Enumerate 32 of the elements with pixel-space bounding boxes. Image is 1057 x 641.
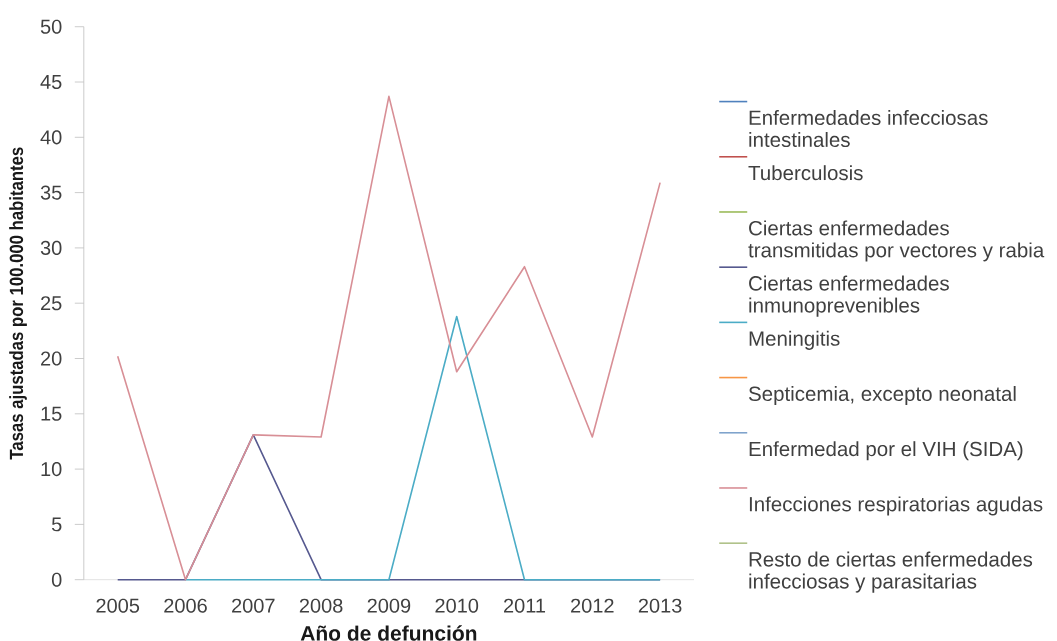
x-tick-label: 2010 <box>435 598 479 613</box>
x-tick-label: 2011 <box>504 598 546 613</box>
y-tick-label: 5 <box>51 517 62 532</box>
y-axis-title: Tasas ajustadas por 100.000 habitantes <box>9 147 27 460</box>
line-series <box>116 95 661 581</box>
legend-label: Septicemia, excepto neonatal <box>748 385 1016 406</box>
y-tick-label: 10 <box>41 462 62 477</box>
x-tick-label: 2009 <box>367 598 411 613</box>
x-tick-label: 2007 <box>232 598 275 613</box>
y-tick-label: 25 <box>41 296 62 311</box>
x-tick-label: 2012 <box>571 598 614 613</box>
y-tick-label: 50 <box>40 19 62 34</box>
y-tick-label: 40 <box>40 130 62 145</box>
legend-label: Ciertas enfermedades transmitidas por vectores y rabia <box>748 220 1045 262</box>
x-tick-label: 2013 <box>638 598 682 613</box>
y-tick-label: 45 <box>40 75 62 89</box>
legend-label: Meningitis <box>749 330 840 350</box>
x-tick-label: 2008 <box>299 598 343 613</box>
y-tick-label: 35 <box>40 185 62 200</box>
legend-label: Infecciones respiratorias agudas <box>749 496 1043 516</box>
legend-label: Enfermedad por el VIH (SIDA) <box>749 441 1023 461</box>
x-tick-label: 2005 <box>96 598 140 613</box>
y-tick-label: 15 <box>41 406 62 421</box>
legend-label: Ciertas enfermedades inmunoprevenibles <box>749 275 949 317</box>
legend-label: Enfermedades infecciosas intestinales <box>749 109 988 148</box>
x-tick-label: 2006 <box>164 598 207 613</box>
y-tick-label: 0 <box>51 572 62 587</box>
legend-label: Resto de ciertas enfermedades infecciosas y parasitarias <box>749 551 1033 593</box>
legend-label: Tuberculosis <box>748 165 863 181</box>
y-tick-label: 20 <box>41 351 62 366</box>
x-axis-title: Año de defunción <box>300 625 477 641</box>
y-tick-label: 30 <box>40 240 62 255</box>
